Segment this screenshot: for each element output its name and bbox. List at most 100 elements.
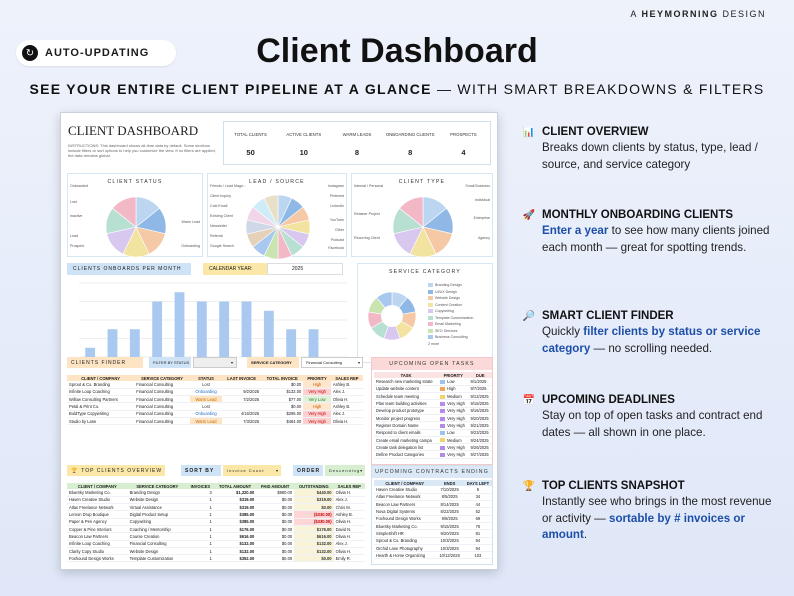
- pie-label: Enterprise: [473, 216, 490, 220]
- feature-heading: 🚀 MONTHLY ONBOARDING CLIENTS: [522, 209, 784, 221]
- kpi-active-clients: ACTIVE CLIENTS 10: [286, 132, 322, 157]
- table-row[interactable]: Define Product Categories Very High 9/27/2…: [374, 450, 492, 459]
- priority-label: Very High: [447, 401, 465, 407]
- table-cell: High: [438, 385, 469, 394]
- table-cell: $0.00: [256, 496, 295, 505]
- table-row[interactable]: Hearth & Home Organizing 10/12/2025 103: [374, 551, 492, 560]
- lead-source-card: LEAD / SOURCE Friends / Lead Magn... Cli…: [207, 173, 347, 260]
- table-cell: 7/10/2025: [435, 486, 464, 494]
- calendar-year-input[interactable]: 2025: [267, 263, 343, 275]
- bar: [241, 301, 252, 357]
- table-row[interactable]: Beacon Law Partners 8/14/2025 44: [374, 500, 492, 509]
- contracts-card: UPCOMING CONTRACTS ENDING CLIENT / COMPA…: [371, 465, 493, 565]
- table-cell: 9/7/2025: [468, 385, 492, 394]
- priority-swatch: [440, 394, 446, 399]
- table-row[interactable]: Haven Creative Studio 7/10/2025 9: [374, 486, 492, 494]
- table-cell: $319.00: [213, 503, 257, 512]
- table-row[interactable]: Plan team building activities Very High 9/…: [374, 399, 492, 408]
- feature-title: CLIENT OVERVIEW: [542, 126, 649, 138]
- table-row[interactable]: Petal & Print Co. Financial Consulting Los…: [67, 402, 363, 411]
- bar: [196, 301, 207, 357]
- table-row[interactable]: Copper & Pine Interiors Coaching / Mentor…: [67, 525, 365, 534]
- table-row[interactable]: BoldType Copywriting Financial Consulting…: [67, 410, 363, 419]
- table-row[interactable]: BlueSky Marketing Co. 9/15/2025 76: [374, 522, 492, 531]
- table-row[interactable]: Sprout & Co. Branding 10/3/2025 94: [374, 537, 492, 545]
- table-cell: BoldType Copywriting: [67, 410, 135, 419]
- table-row[interactable]: Schedule team meeting Medium 9/12/2025: [374, 392, 492, 401]
- table-row[interactable]: Beacon Law Partners Course Creation 1 $616.…: [67, 532, 365, 541]
- table-cell: $0.00: [256, 518, 295, 527]
- table-cell: 4/16/2025: [222, 410, 262, 419]
- clients-finder-title: CLIENTS FINDER: [67, 357, 143, 368]
- auto-updating-badge: ↻ AUTO-UPDATING: [16, 40, 176, 66]
- table-row[interactable]: Foxhound Design Works 9/8/2025 69: [374, 515, 492, 524]
- table-cell: Very High: [303, 388, 331, 397]
- client-type-pie: [392, 196, 454, 258]
- table-row[interactable]: Nova Digital Systems 8/22/2025 52: [374, 507, 492, 516]
- table-cell: 1: [186, 503, 214, 512]
- table-row[interactable]: Atlas Freelance Network 8/5/2025 34: [374, 493, 492, 502]
- table-row[interactable]: Studio by Lane Financial Consulting Warm L…: [67, 417, 363, 426]
- priority-swatch: [440, 453, 446, 458]
- table-cell: 9/23/2025: [468, 429, 492, 437]
- pie-label: Small Business: [465, 184, 490, 188]
- legend-swatch: [428, 289, 433, 294]
- table-row[interactable]: BlueSky Marketing Co. Branding Design 3 $1,…: [67, 489, 365, 497]
- table-cell: 52: [463, 507, 492, 516]
- table-cell: Digital Product Setup: [127, 510, 187, 519]
- table-row[interactable]: Lemon Drop Boutique Digital Product Setup…: [67, 510, 365, 519]
- table-cell: Infinite Loop Coaching: [67, 388, 135, 397]
- pie-label: Onboarding: [181, 244, 200, 248]
- table-cell: $77.00: [261, 395, 304, 404]
- table-row[interactable]: Atlas Freelance Network Virtual Assistanc…: [67, 503, 365, 512]
- table-row[interactable]: Develop product prototype Very High 9/16/2…: [374, 407, 492, 416]
- client-status-card: CLIENT STATUS Onboarded Lost Inactive Wa…: [67, 173, 203, 258]
- sort-by-select[interactable]: Invoice Count ▾: [223, 465, 281, 476]
- service-category-title: SERVICE CATEGORY: [389, 269, 461, 275]
- table-cell: 3: [186, 489, 214, 497]
- priority-label: Very High: [447, 444, 465, 450]
- table-row[interactable]: Sprout & Co. Branding Financial Consultin…: [67, 381, 363, 389]
- table-row[interactable]: Foxhound Design Works Template Customizat…: [67, 554, 365, 563]
- filter-status-select[interactable]: ▾: [193, 357, 237, 368]
- table-row[interactable]: Register Domain Name Very High 9/21/2025: [374, 421, 492, 430]
- feature-highlight: sortable by # invoices or amount: [542, 511, 745, 542]
- table-row[interactable]: Respond to client emails Low 9/23/2025: [374, 429, 492, 437]
- sort-by-label: SORT BY: [181, 465, 221, 476]
- column-header: STATUS: [189, 375, 223, 381]
- table-row[interactable]: Orchid Lane Photography 10/3/2025 94: [374, 544, 492, 553]
- table-row[interactable]: Paper & Pen Agency Copywriting 1 $385.00 $0.…: [67, 518, 365, 527]
- pie-label: YouTube: [329, 218, 344, 222]
- pie-slice: [263, 194, 279, 228]
- table-row[interactable]: Clarity Copy Studio Website Design 1 $132.0…: [67, 547, 365, 556]
- table-cell: 10/12/2025: [435, 551, 464, 560]
- table-cell: Website Design: [127, 496, 187, 505]
- service-category-select[interactable]: Financial Consulting ▾: [301, 357, 363, 368]
- order-select[interactable]: Descending ▾: [325, 465, 365, 476]
- column-header: DUE: [468, 372, 492, 378]
- table-row[interactable]: Update website content High 9/7/2025: [374, 385, 492, 394]
- table-cell: 94: [463, 537, 492, 545]
- table-cell: Financial Consulting: [134, 402, 190, 411]
- table-cell: $0.00: [256, 540, 295, 548]
- table-row[interactable]: Haven Creative Studio Website Design 1 $319…: [67, 496, 365, 505]
- table-cell: 76: [463, 522, 492, 531]
- table-row[interactable]: Create email marketing campa Medium 9/24/2…: [374, 436, 492, 445]
- feature-text: Stay on top of open tasks and contract e…: [542, 408, 784, 441]
- table-row[interactable]: Research new marketing strate Low 9/1/2025: [374, 378, 492, 386]
- table-cell: Very High: [438, 443, 469, 452]
- table-row[interactable]: Infinite Loop Coaching Financial Consulti…: [67, 540, 365, 548]
- table-row[interactable]: SimpleShift HR 9/20/2025 81: [374, 529, 492, 538]
- table-row[interactable]: Create task delegation list Very High 9/26…: [374, 443, 492, 452]
- table-row[interactable]: Infinite Loop Coaching Financial Consulti…: [67, 388, 363, 397]
- table-cell: Warm Lead: [189, 417, 223, 426]
- table-cell: $319.00: [294, 496, 334, 505]
- column-header: PRIORITY: [438, 372, 469, 378]
- feature-top-clients-snapshot: 🏆 TOP CLIENTS SNAPSHOT Instantly see who b…: [522, 480, 784, 544]
- table-row[interactable]: Monitor project progress Very High 9/20/20…: [374, 414, 492, 423]
- table-row[interactable]: Willow Consulting Partners Financial Cons…: [67, 395, 363, 404]
- table-cell: Atlas Freelance Network: [374, 493, 436, 502]
- column-header: TASK: [374, 372, 439, 378]
- table-cell: Foxhound Design Works: [374, 515, 436, 524]
- feature-smart-client-finder: 🔎 SMART CLIENT FINDER Quickly filter clien…: [522, 310, 784, 357]
